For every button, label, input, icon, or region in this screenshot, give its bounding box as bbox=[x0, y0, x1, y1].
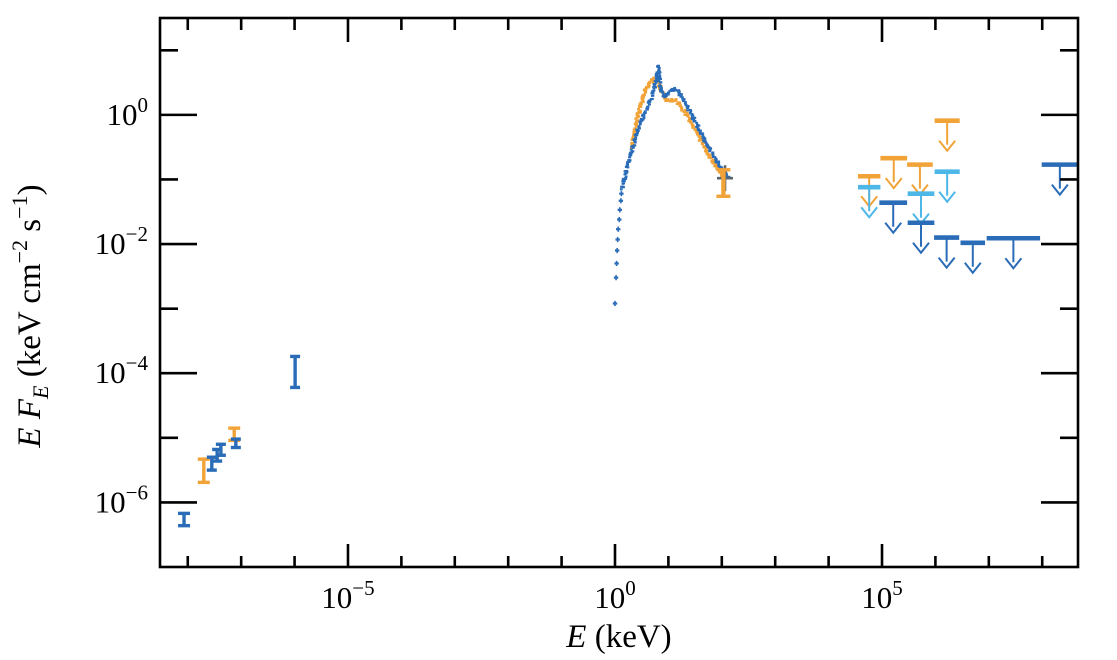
upper-limits bbox=[857, 118, 1078, 275]
upper-limit-blue bbox=[907, 220, 935, 255]
upper-limit-orange bbox=[880, 155, 908, 190]
terminal-orange-errorbar bbox=[716, 168, 731, 198]
radio-errorbars-blue bbox=[178, 354, 301, 528]
upper-limit-blue bbox=[960, 240, 986, 275]
plot-frame bbox=[158, 16, 1080, 569]
axes bbox=[158, 16, 1080, 569]
x-tick-label: 10−5 bbox=[321, 576, 374, 615]
x-axis-title: E (keV) bbox=[565, 619, 671, 655]
upper-limit-blue bbox=[1041, 162, 1078, 197]
x-tick-label: 105 bbox=[861, 576, 903, 615]
y-tick-label: 10−2 bbox=[95, 222, 148, 261]
upper-limit-blue bbox=[934, 235, 960, 270]
tick-labels: 10−5 100 105 100 10−2 10−4 10−6 bbox=[95, 93, 903, 615]
upper-limit-lightblue bbox=[857, 184, 881, 219]
upper-limit-orange bbox=[934, 118, 960, 153]
upper-limit-lightblue bbox=[907, 191, 935, 226]
x-tick-label: 100 bbox=[594, 576, 636, 615]
upper-limit-lightblue bbox=[934, 169, 960, 204]
upper-limit-orange bbox=[907, 162, 933, 197]
y-tick-label: 10−6 bbox=[95, 480, 148, 519]
y-tick-label: 10−4 bbox=[95, 351, 149, 390]
data-layer bbox=[178, 64, 734, 528]
xray-spectrum-blue-sparse bbox=[612, 191, 624, 307]
y-axis-title: E FE (keV cm−2 s−1) bbox=[7, 184, 53, 448]
upper-limit-blue bbox=[986, 235, 1041, 270]
upper-limit-blue bbox=[879, 200, 908, 235]
y-tick-label: 100 bbox=[107, 93, 149, 132]
